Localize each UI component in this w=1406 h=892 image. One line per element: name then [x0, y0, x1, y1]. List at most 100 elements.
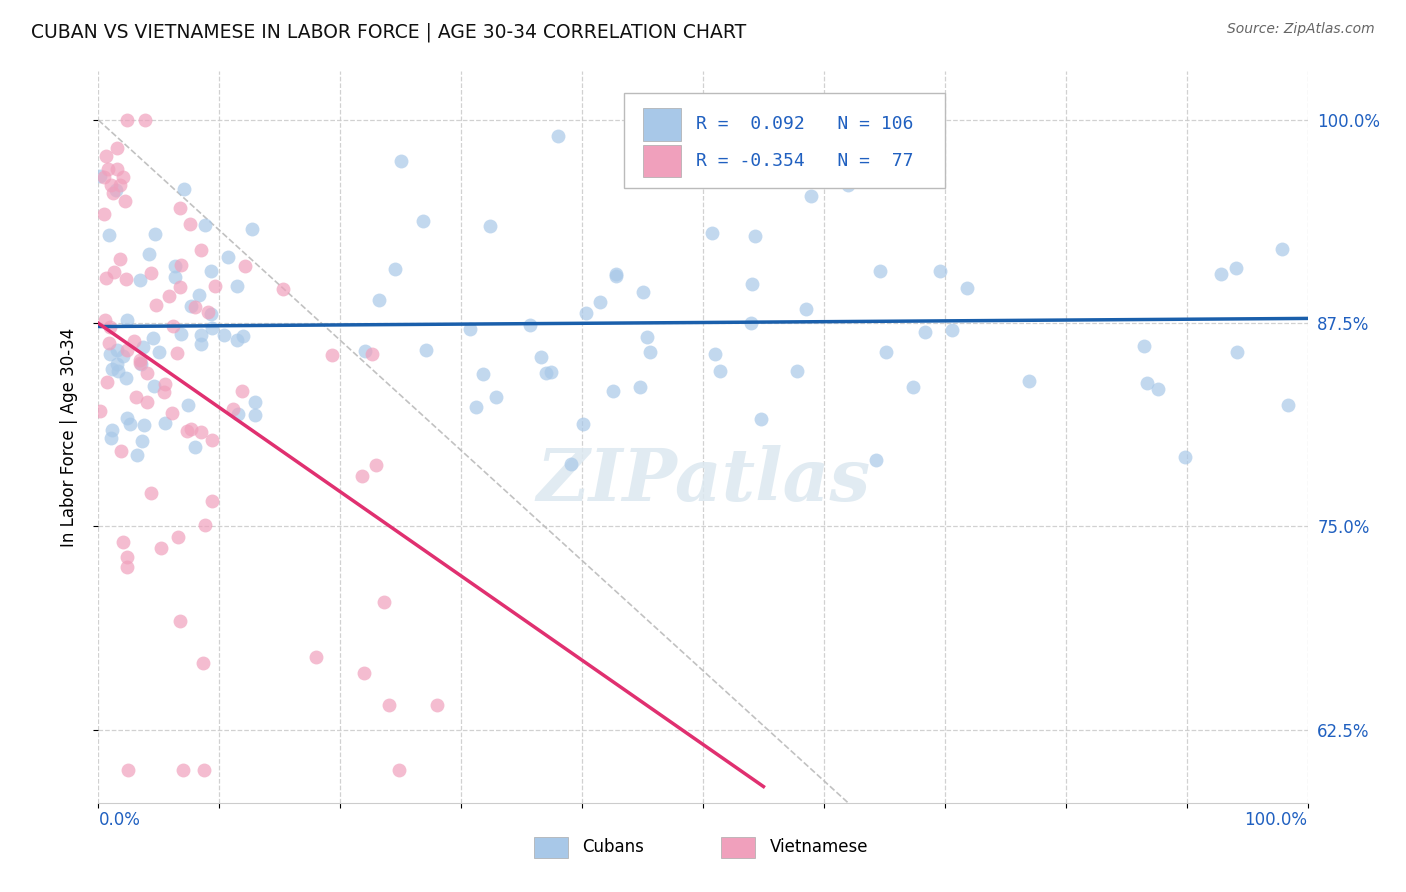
Point: [169, 615, 191, 629]
Point: [1136, 376, 1159, 390]
Bar: [534, 838, 568, 858]
Point: [94, 149, 117, 163]
Point: [201, 433, 224, 447]
Point: [132, 340, 155, 354]
Point: [1133, 338, 1156, 352]
Point: [104, 183, 127, 197]
Point: [176, 424, 198, 438]
Point: [169, 280, 191, 294]
Point: [226, 408, 249, 422]
Point: [1271, 242, 1294, 256]
Point: [100, 178, 122, 193]
Point: [901, 380, 924, 394]
Point: [1209, 268, 1232, 282]
Point: [197, 305, 219, 319]
Point: [709, 363, 731, 377]
Text: 100.0%: 100.0%: [1244, 811, 1308, 829]
Point: [190, 337, 212, 351]
Point: [114, 194, 136, 209]
Point: [125, 448, 148, 462]
Point: [361, 347, 384, 361]
Point: [1174, 450, 1197, 465]
Point: [233, 259, 256, 273]
Point: [115, 560, 138, 574]
Point: [941, 323, 963, 337]
Point: [131, 434, 153, 448]
Point: [139, 266, 162, 280]
Point: [560, 457, 582, 471]
Point: [107, 364, 129, 378]
Point: [177, 398, 200, 412]
Text: Cubans: Cubans: [582, 838, 644, 856]
Point: [112, 535, 135, 549]
Point: [232, 329, 254, 343]
Point: [1226, 344, 1249, 359]
Point: [115, 271, 138, 285]
Point: [170, 326, 193, 341]
Point: [117, 764, 139, 778]
Point: [180, 422, 202, 436]
Point: [837, 178, 859, 193]
Point: [389, 153, 412, 168]
Point: [180, 299, 202, 313]
Point: [155, 416, 177, 430]
Point: [321, 347, 343, 361]
Point: [231, 384, 253, 398]
Point: [929, 264, 952, 278]
Point: [415, 343, 437, 357]
Point: [364, 458, 387, 472]
Point: [89, 169, 111, 183]
Point: [166, 346, 188, 360]
Point: [638, 344, 661, 359]
Point: [1277, 398, 1299, 412]
Text: Vietnamese: Vietnamese: [769, 838, 868, 856]
Point: [129, 273, 152, 287]
Point: [98, 319, 121, 334]
Point: [160, 406, 183, 420]
Point: [589, 295, 612, 310]
Y-axis label: In Labor Force | Age 30-34: In Labor Force | Age 30-34: [59, 327, 77, 547]
Point: [201, 321, 224, 335]
Point: [631, 285, 654, 300]
Point: [111, 169, 134, 184]
Point: [367, 293, 389, 307]
Point: [149, 541, 172, 556]
Point: [388, 764, 411, 778]
Point: [226, 333, 249, 347]
Point: [869, 264, 891, 278]
Point: [190, 425, 212, 439]
Point: [134, 113, 156, 128]
Point: [956, 281, 979, 295]
Point: [117, 313, 139, 327]
Text: Source: ZipAtlas.com: Source: ZipAtlas.com: [1227, 22, 1375, 37]
Point: [225, 279, 247, 293]
Point: [163, 259, 186, 273]
Point: [602, 384, 624, 399]
Point: [101, 423, 124, 437]
Point: [98, 347, 121, 361]
Point: [460, 321, 482, 335]
Point: [187, 288, 209, 302]
Point: [145, 298, 167, 312]
Point: [214, 328, 236, 343]
Point: [131, 357, 153, 371]
Point: [134, 417, 156, 432]
Point: [914, 325, 936, 339]
Point: [426, 698, 449, 713]
Point: [143, 227, 166, 241]
Bar: [721, 838, 755, 858]
Point: [148, 345, 170, 359]
Point: [471, 367, 494, 381]
Point: [97, 335, 120, 350]
Point: [98, 227, 121, 242]
Point: [172, 764, 194, 778]
Point: [875, 344, 897, 359]
Point: [117, 410, 139, 425]
Point: [170, 258, 193, 272]
Point: [221, 401, 243, 416]
Point: [100, 430, 122, 444]
Point: [112, 349, 135, 363]
Point: [153, 376, 176, 391]
Text: CUBAN VS VIETNAMESE IN LABOR FORCE | AGE 30-34 CORRELATION CHART: CUBAN VS VIETNAMESE IN LABOR FORCE | AGE…: [31, 22, 747, 42]
Point: [204, 279, 226, 293]
